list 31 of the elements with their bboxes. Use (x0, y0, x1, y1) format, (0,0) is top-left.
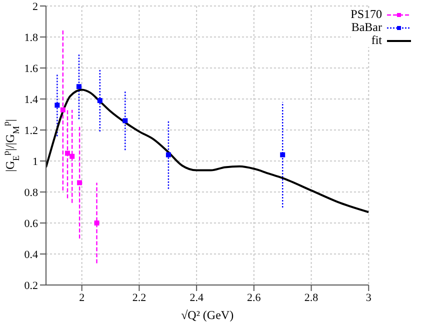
y-tick-label: 1.4 (24, 94, 38, 106)
point (76, 84, 82, 90)
x-tick-label: 2.4 (190, 292, 204, 304)
y-tick-label: 2 (32, 0, 38, 13)
point (280, 152, 286, 158)
y-tick-label: 0.2 (24, 280, 38, 292)
point (70, 154, 75, 159)
y-tick-label: 1 (32, 156, 38, 168)
point (166, 152, 171, 158)
legend-label: PS170 (350, 7, 382, 21)
point (97, 98, 102, 104)
point (77, 180, 82, 186)
y-tick-label: 1.2 (24, 124, 38, 137)
legend-label: fit (371, 33, 382, 47)
point (94, 220, 100, 226)
x-tick-label: 2.6 (247, 292, 262, 304)
y-tick-label: 0.8 (24, 186, 38, 199)
x-tick-label: 2 (79, 292, 85, 304)
x-tick-label: 3 (366, 292, 372, 304)
point (54, 102, 60, 108)
y-tick-label: 0.4 (24, 248, 38, 261)
point (122, 118, 128, 124)
y-tick-label: 0.6 (24, 218, 38, 230)
point (60, 107, 66, 112)
x-tick-label: 2.2 (132, 292, 146, 304)
x-axis-title: √Q² (GeV) (181, 308, 234, 322)
legend-label: BaBar (351, 20, 382, 34)
y-tick-label: 1.8 (24, 32, 38, 44)
point (65, 150, 70, 156)
x-tick-label: 2.8 (304, 292, 319, 304)
y-tick-label: 1.6 (24, 62, 38, 75)
